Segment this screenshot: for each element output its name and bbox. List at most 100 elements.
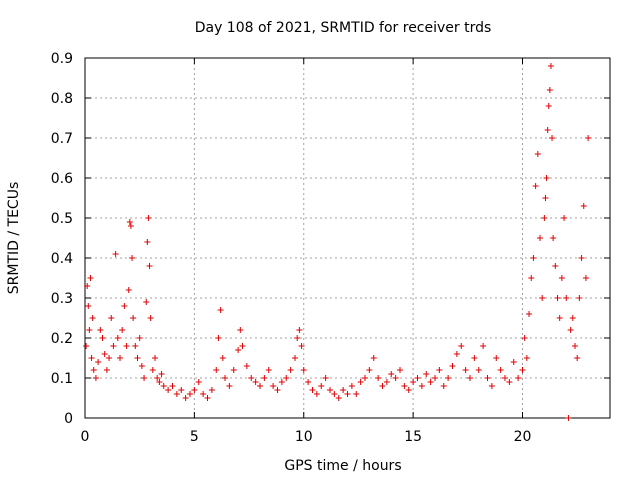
- data-point: [145, 215, 152, 221]
- data-point: [239, 343, 246, 349]
- data-point: [515, 375, 522, 381]
- x-tick-label: 10: [295, 429, 313, 445]
- data-point: [546, 87, 553, 93]
- data-point: [86, 327, 93, 333]
- data-point: [397, 367, 403, 373]
- data-point: [506, 379, 513, 385]
- data-point: [126, 219, 133, 225]
- data-point: [331, 391, 338, 397]
- data-point: [510, 359, 517, 365]
- data-point: [497, 367, 504, 373]
- grid-lines: [85, 58, 610, 418]
- data-point: [440, 383, 447, 389]
- data-point: [152, 355, 158, 361]
- data-point: [101, 351, 108, 357]
- data-point: [453, 351, 460, 357]
- data-point: [574, 355, 581, 361]
- data-point: [565, 415, 572, 421]
- data-point: [165, 387, 172, 393]
- data-point: [322, 375, 329, 381]
- data-point: [480, 343, 487, 349]
- data-point: [95, 359, 102, 365]
- data-point: [549, 135, 556, 141]
- data-point: [134, 355, 141, 361]
- data-point: [119, 327, 126, 333]
- data-point: [375, 375, 382, 381]
- data-point: [569, 315, 576, 321]
- data-point: [532, 183, 539, 189]
- data-point: [488, 383, 495, 389]
- x-tick-label: 5: [190, 429, 199, 445]
- y-tick-label: 0.7: [51, 131, 73, 147]
- data-point: [243, 363, 250, 369]
- data-point: [112, 251, 119, 257]
- axis-ticks: [84, 57, 610, 419]
- data-point: [523, 355, 530, 361]
- data-point: [561, 215, 568, 221]
- data-point: [318, 383, 325, 389]
- data-point: [467, 375, 473, 381]
- data-point: [327, 387, 333, 393]
- data-point: [257, 383, 263, 389]
- data-point: [537, 235, 543, 241]
- data-point: [558, 275, 565, 281]
- data-point: [84, 283, 91, 289]
- x-axis-title: GPS time / hours: [284, 458, 401, 474]
- data-point: [305, 379, 312, 385]
- data-point: [117, 355, 123, 361]
- data-point: [502, 375, 508, 381]
- data-point: [219, 355, 226, 361]
- data-point: [357, 379, 364, 385]
- x-tick-label: 0: [81, 429, 90, 445]
- data-point: [335, 395, 342, 401]
- data-point: [576, 295, 583, 301]
- data-point: [187, 391, 193, 397]
- y-tick-label: 0.6: [51, 171, 73, 187]
- data-point: [287, 367, 294, 373]
- data-point: [552, 263, 559, 269]
- data-point: [89, 315, 96, 321]
- data-point: [92, 375, 99, 381]
- data-point: [226, 383, 233, 389]
- data-point: [200, 391, 207, 397]
- data-point: [383, 379, 390, 385]
- data-point: [344, 391, 351, 397]
- data-point: [300, 367, 307, 373]
- data-point: [544, 127, 551, 133]
- data-point: [340, 387, 347, 393]
- data-point: [125, 287, 132, 293]
- data-point: [208, 387, 215, 393]
- y-tick-label: 0.8: [51, 91, 73, 107]
- data-point: [235, 347, 242, 353]
- data-point: [543, 175, 550, 181]
- data-point: [90, 367, 97, 373]
- y-tick-labels: 0 0.1 0.2 0.3 0.4 0.5 0.6 0.7 0.8 0.9: [51, 51, 73, 427]
- x-tick-labels: 0 5 10 15 20: [81, 429, 532, 445]
- data-point: [160, 383, 167, 389]
- data-point: [362, 375, 368, 381]
- data-point: [401, 383, 408, 389]
- data-point: [370, 355, 377, 361]
- data-point: [149, 367, 156, 373]
- data-point: [550, 235, 557, 241]
- data-point: [99, 335, 106, 341]
- data-point: [475, 367, 482, 373]
- data-point: [353, 391, 360, 397]
- data-point: [348, 383, 355, 389]
- data-point: [526, 311, 533, 317]
- data-point: [88, 355, 95, 361]
- data-point: [143, 299, 150, 305]
- plot-frame: [84, 57, 611, 419]
- data-point: [178, 387, 185, 393]
- data-point: [388, 371, 395, 377]
- data-point: [292, 355, 298, 361]
- data-point: [173, 391, 180, 397]
- data-point: [427, 379, 434, 385]
- data-point: [309, 387, 316, 393]
- y-tick-label: 0.9: [51, 51, 73, 67]
- y-tick-label: 0.5: [51, 211, 73, 227]
- data-point: [248, 375, 255, 381]
- data-point: [85, 303, 92, 309]
- x-tick-label: 15: [404, 429, 422, 445]
- data-point: [366, 367, 373, 373]
